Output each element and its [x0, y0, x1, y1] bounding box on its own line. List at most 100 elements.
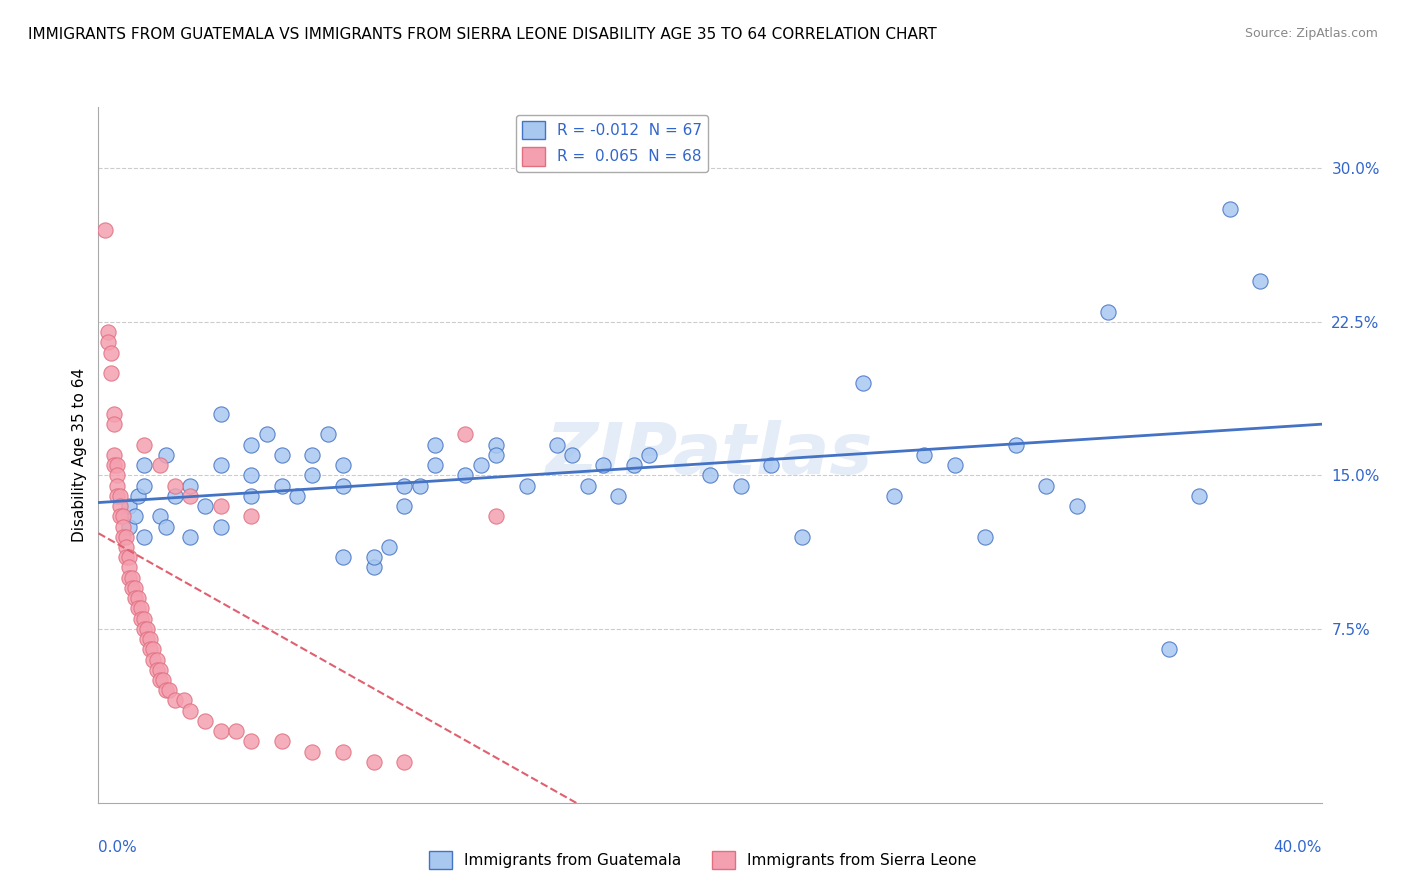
Point — [943, 458, 966, 472]
Point — [108, 489, 131, 503]
Point — [111, 519, 134, 533]
Point — [423, 458, 446, 472]
Point — [100, 366, 122, 380]
Point — [149, 663, 172, 677]
Text: 40.0%: 40.0% — [1274, 839, 1322, 855]
Point — [225, 724, 247, 739]
Point — [378, 540, 401, 554]
Point — [118, 560, 141, 574]
Point — [1035, 478, 1057, 492]
Legend: R = -0.012  N = 67, R =  0.065  N = 68: R = -0.012 N = 67, R = 0.065 N = 68 — [516, 115, 709, 172]
Point — [209, 407, 232, 421]
Point — [194, 714, 217, 728]
Point — [134, 612, 156, 626]
Point — [516, 478, 538, 492]
Point — [115, 530, 138, 544]
Point — [142, 652, 165, 666]
Point — [240, 509, 263, 524]
Point — [127, 489, 149, 503]
Point — [103, 448, 125, 462]
Point — [423, 438, 446, 452]
Legend: Immigrants from Guatemala, Immigrants from Sierra Leone: Immigrants from Guatemala, Immigrants fr… — [423, 845, 983, 875]
Point — [129, 612, 152, 626]
Point — [179, 530, 201, 544]
Point — [392, 478, 416, 492]
Point — [392, 499, 416, 513]
Point — [105, 468, 128, 483]
Point — [363, 755, 385, 769]
Point — [363, 550, 385, 565]
Point — [139, 642, 162, 657]
Point — [111, 509, 134, 524]
Point — [152, 673, 174, 687]
Point — [256, 427, 278, 442]
Point — [883, 489, 905, 503]
Point — [1004, 438, 1026, 452]
Point — [301, 745, 323, 759]
Point — [607, 489, 630, 503]
Point — [118, 519, 141, 533]
Point — [1066, 499, 1088, 513]
Point — [623, 458, 645, 472]
Point — [270, 734, 292, 748]
Point — [240, 468, 263, 483]
Point — [145, 652, 167, 666]
Point — [108, 499, 131, 513]
Point — [1249, 274, 1271, 288]
Point — [240, 734, 263, 748]
Point — [1157, 642, 1180, 657]
Point — [179, 489, 201, 503]
Point — [163, 489, 186, 503]
Point — [332, 478, 354, 492]
Point — [209, 458, 232, 472]
Text: ZIPatlas: ZIPatlas — [547, 420, 873, 490]
Point — [332, 550, 354, 565]
Point — [363, 560, 385, 574]
Point — [332, 458, 354, 472]
Point — [470, 458, 492, 472]
Point — [115, 540, 138, 554]
Point — [105, 489, 128, 503]
Point — [129, 601, 152, 615]
Point — [699, 468, 721, 483]
Point — [142, 642, 165, 657]
Text: IMMIGRANTS FROM GUATEMALA VS IMMIGRANTS FROM SIERRA LEONE DISABILITY AGE 35 TO 6: IMMIGRANTS FROM GUATEMALA VS IMMIGRANTS … — [28, 27, 936, 42]
Text: Source: ZipAtlas.com: Source: ZipAtlas.com — [1244, 27, 1378, 40]
Point — [209, 724, 232, 739]
Point — [209, 499, 232, 513]
Point — [97, 335, 120, 350]
Point — [93, 223, 115, 237]
Point — [852, 376, 875, 391]
Point — [730, 478, 752, 492]
Point — [97, 325, 120, 339]
Point — [240, 489, 263, 503]
Point — [270, 478, 292, 492]
Point — [240, 438, 263, 452]
Point — [209, 519, 232, 533]
Point — [134, 458, 156, 472]
Point — [163, 693, 186, 707]
Point — [124, 591, 146, 606]
Point — [127, 591, 149, 606]
Point — [759, 458, 782, 472]
Point — [115, 550, 138, 565]
Point — [301, 468, 323, 483]
Point — [179, 704, 201, 718]
Text: 0.0%: 0.0% — [98, 839, 138, 855]
Point — [1219, 202, 1241, 217]
Point — [592, 458, 614, 472]
Point — [485, 438, 508, 452]
Point — [546, 438, 568, 452]
Point — [194, 499, 217, 513]
Point — [105, 478, 128, 492]
Point — [118, 571, 141, 585]
Point — [136, 622, 159, 636]
Point — [408, 478, 430, 492]
Point — [134, 622, 156, 636]
Point — [127, 601, 149, 615]
Point — [121, 571, 143, 585]
Point — [316, 427, 339, 442]
Point — [157, 683, 180, 698]
Point — [179, 478, 201, 492]
Point — [974, 530, 997, 544]
